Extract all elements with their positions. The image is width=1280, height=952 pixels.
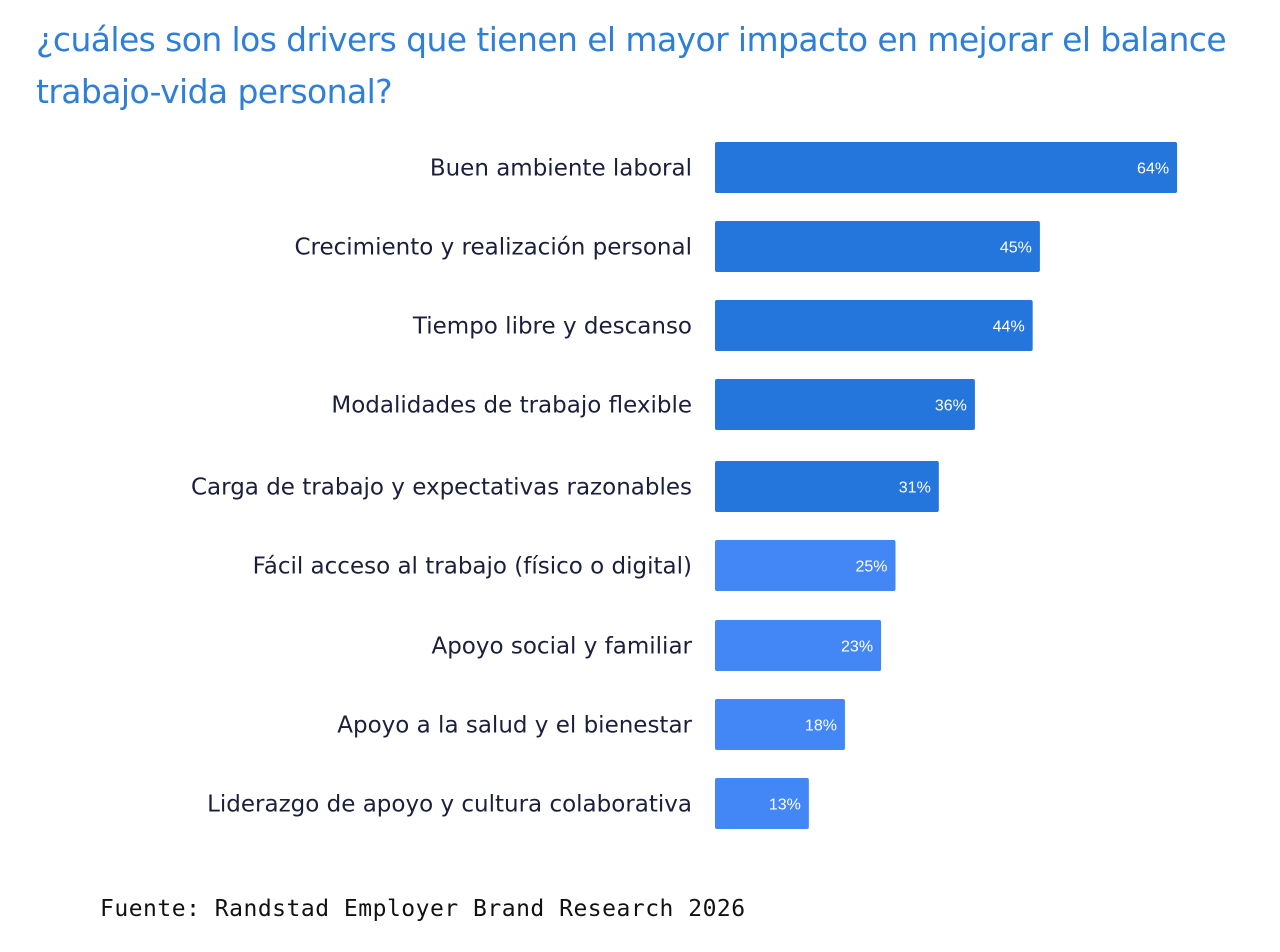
value-label: 45% [1000,240,1032,257]
category-label: Carga de trabajo y expectativas razonabl… [191,475,692,501]
bar-8 [715,699,845,750]
bar-5 [715,461,939,512]
category-label: Buen ambiente laboral [430,156,692,182]
category-label: Tiempo libre y descanso [412,314,692,340]
value-label: 31% [899,480,931,497]
value-label: 36% [935,398,967,415]
category-label: Crecimiento y realización personal [294,235,692,261]
value-label: 64% [1137,161,1169,178]
value-label: 13% [769,797,801,814]
chart-title: ¿cuáles son los drivers que tienen el ma… [36,20,1227,111]
category-label: Apoyo a la salud y el bienestar [337,713,692,739]
category-label: Liderazgo de apoyo y cultura colaborativ… [207,792,692,818]
value-label: 23% [841,639,873,656]
bar-2 [715,221,1040,272]
bar-7 [715,620,882,671]
bar-4 [715,379,975,430]
category-label: Fácil acceso al trabajo (físico o digita… [253,554,692,580]
source-note: Fuente: Randstad Employer Brand Research… [100,896,746,922]
value-label: 44% [993,319,1025,336]
value-label: 18% [805,718,837,735]
category-label: Modalidades de trabajo flexible [331,393,692,419]
category-label: Apoyo social y familiar [431,634,692,660]
bar-chart: Buen ambiente laboral 64% Crecimiento y re… [191,142,1178,829]
bar-9 [715,778,809,829]
value-label: 25% [855,559,887,576]
bar-6 [715,540,896,591]
bar-3 [715,300,1033,351]
bar-1 [715,142,1178,193]
